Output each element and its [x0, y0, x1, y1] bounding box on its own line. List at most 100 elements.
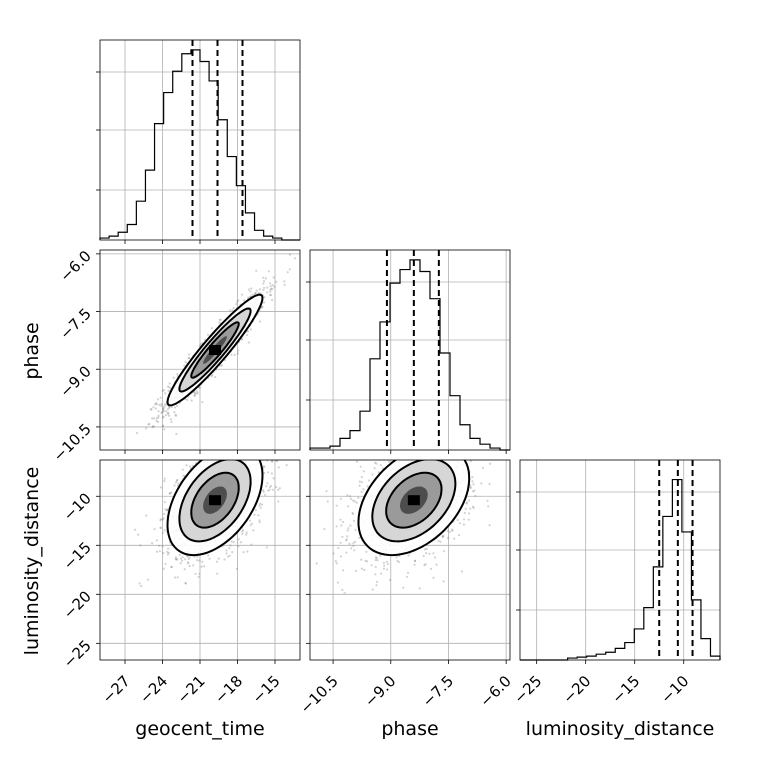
sample-point [366, 485, 369, 488]
sample-point [230, 453, 232, 455]
sample-point [275, 460, 278, 462]
contour-0 [166, 293, 264, 407]
sample-point [364, 559, 367, 562]
sample-point [246, 439, 248, 441]
sample-point [409, 452, 411, 454]
sample-point [167, 551, 170, 555]
sample-point [247, 296, 250, 299]
sample-point [186, 398, 189, 401]
sample-point [446, 446, 448, 448]
sample-point [437, 539, 440, 543]
sample-point [426, 457, 428, 459]
sample-point [196, 559, 199, 562]
sample-point [339, 541, 342, 544]
sample-point [192, 564, 195, 567]
sample-point [269, 282, 272, 285]
sample-point [198, 572, 201, 575]
x-axis-label-phase: phase [381, 718, 438, 740]
sample-point [264, 442, 266, 444]
sample-point [462, 523, 466, 526]
sample-point [429, 445, 431, 447]
sample-point [192, 391, 195, 394]
sample-point [439, 454, 441, 456]
sample-point [156, 420, 160, 424]
sample-point [420, 439, 422, 441]
sample-point [187, 557, 190, 561]
sample-point [355, 460, 359, 463]
sample-point [250, 455, 252, 457]
sample-point [188, 564, 191, 568]
hist-bin [380, 322, 390, 450]
sample-point [442, 550, 445, 553]
sample-point [258, 288, 261, 291]
sample-point [247, 457, 249, 459]
sample-point [162, 388, 165, 392]
sample-point [200, 565, 203, 568]
sample-point [231, 418, 233, 420]
sample-point [221, 457, 223, 459]
sample-point [261, 503, 264, 506]
sample-point [258, 456, 260, 458]
sample-point [174, 413, 177, 416]
sample-point [199, 343, 202, 346]
sample-point [167, 389, 170, 392]
sample-point [211, 373, 214, 376]
sample-point [221, 458, 223, 460]
sample-point [173, 411, 176, 414]
sample-point [262, 276, 265, 279]
sample-point [241, 441, 243, 443]
hist-bin [200, 62, 209, 240]
sample-point [194, 572, 197, 575]
sample-point [203, 565, 206, 568]
panel-phase-vs-geocent-time: −6.0 −7.5 −9.0 −10.5 [50, 247, 301, 465]
x-tick-label-geocent-time: −18 [211, 672, 246, 707]
sample-point [248, 519, 252, 522]
sample-point [488, 524, 491, 527]
sample-point [266, 286, 269, 289]
hist-bin [182, 54, 191, 240]
sample-point [161, 389, 164, 393]
sample-point [236, 300, 239, 303]
sample-point [219, 318, 222, 321]
sample-point [250, 543, 253, 546]
sample-point [170, 406, 173, 409]
sample-point [168, 382, 171, 385]
sample-point [392, 458, 394, 460]
sample-point [175, 432, 178, 435]
sample-point [275, 280, 278, 283]
sample-point [456, 518, 459, 522]
sample-point [395, 556, 398, 559]
sample-point [251, 293, 254, 296]
sample-point [176, 478, 179, 481]
sample-point [235, 447, 237, 449]
sample-point [354, 528, 357, 532]
x-tick-label-geocent-time: −15 [249, 672, 284, 707]
sample-point [174, 576, 177, 579]
sample-point [174, 558, 177, 561]
sample-point [166, 385, 170, 388]
sample-point [161, 425, 164, 428]
sample-point [272, 477, 275, 480]
sample-point [448, 456, 450, 458]
sample-point [258, 521, 261, 524]
sample-point [150, 408, 153, 411]
sample-point [508, 452, 510, 454]
sample-point [446, 434, 448, 436]
sample-point [263, 465, 266, 468]
sample-point [179, 562, 182, 565]
sample-point [175, 558, 178, 561]
sample-point [346, 529, 349, 532]
sample-point [325, 490, 328, 493]
sample-point [178, 553, 181, 557]
sample-point [241, 293, 244, 296]
sample-point [182, 474, 185, 477]
sample-point [454, 456, 456, 458]
sample-point [474, 494, 477, 497]
sample-point [403, 457, 405, 459]
sample-point [472, 433, 474, 435]
sample-point [163, 477, 166, 480]
sample-point [441, 447, 443, 449]
sample-point [464, 457, 466, 459]
hist-bin [615, 648, 625, 660]
sample-point [457, 439, 459, 441]
